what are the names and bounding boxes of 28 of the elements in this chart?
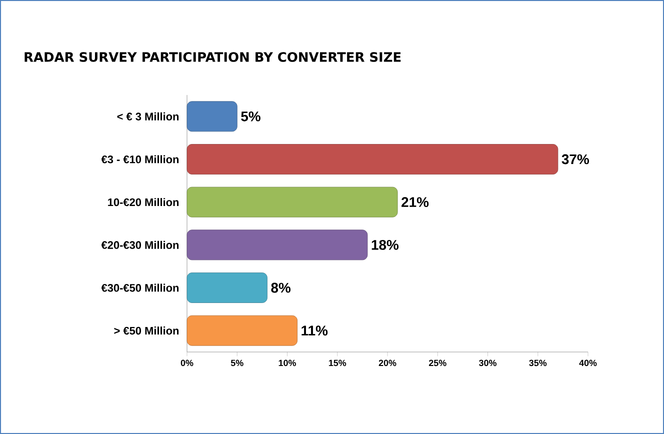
data-label: 5%	[241, 112, 260, 122]
chart-title: RADAR SURVEY PARTICIPATION BY CONVERTER SIZE	[24, 52, 401, 62]
x-tick-label: 40%	[579, 360, 597, 366]
x-tick-label: 10%	[278, 360, 296, 366]
bar	[186, 272, 268, 303]
y-tick-label: < € 3 Million	[117, 112, 179, 120]
bar	[186, 101, 238, 132]
data-label: 8%	[271, 282, 291, 293]
y-tick-label: > €50 Million	[114, 326, 179, 335]
data-label: 37%	[562, 154, 589, 164]
x-tick-label: 0%	[180, 360, 194, 366]
data-label: 11%	[302, 326, 328, 336]
x-tick-label: 35%	[529, 360, 547, 366]
bar	[186, 186, 398, 218]
bar	[186, 315, 298, 346]
data-label: 18%	[372, 240, 399, 250]
bar	[186, 230, 368, 260]
data-label: 21%	[402, 197, 429, 208]
x-tick-label: 5%	[230, 360, 244, 366]
x-tick-label: 25%	[428, 360, 446, 366]
y-tick-label: €20-€30 Million	[101, 240, 179, 249]
x-tick-label: 30%	[478, 360, 496, 366]
bar	[186, 144, 558, 174]
y-tick-label: €30-€50 Million	[101, 284, 179, 292]
y-tick-label: €3 - €10 Million	[101, 155, 179, 164]
x-tick-label: 15%	[328, 360, 346, 366]
x-tick-label: 20%	[378, 360, 396, 366]
y-tick-label: 10-€20 Million	[108, 198, 179, 206]
